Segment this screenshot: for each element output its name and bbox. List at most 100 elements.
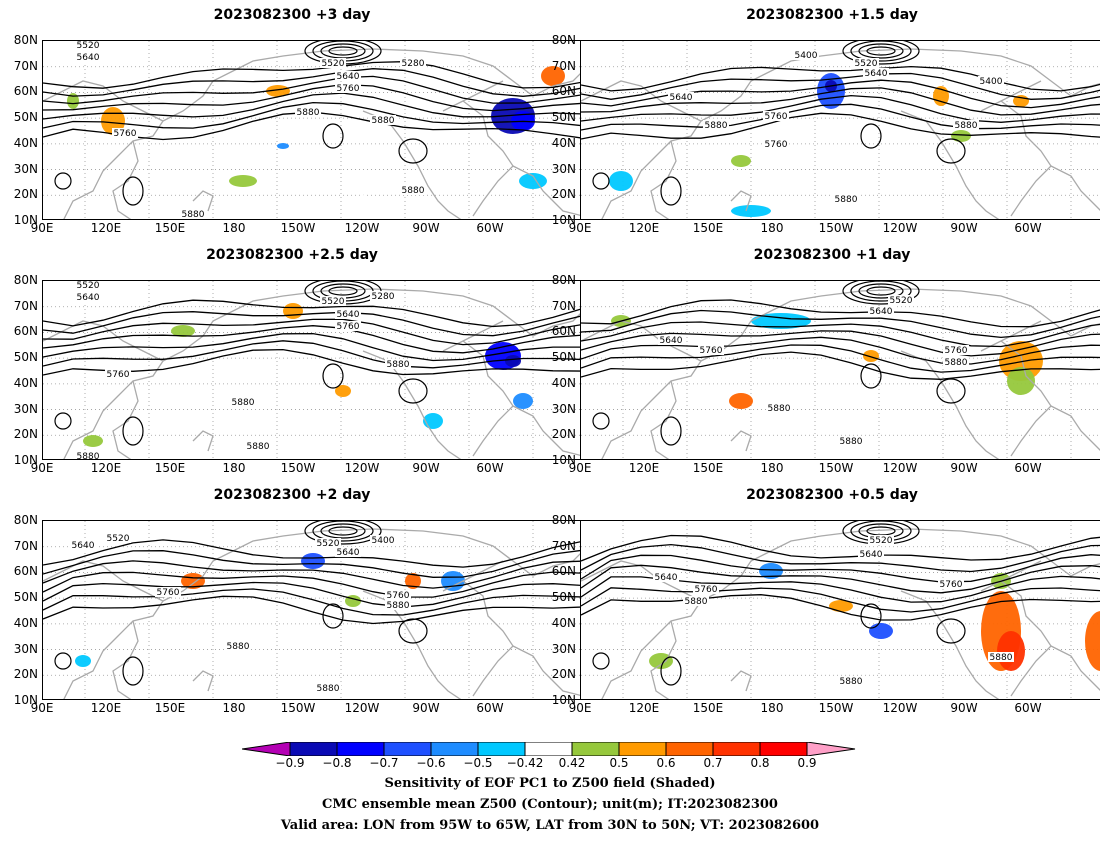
contour-label-bg: [75, 52, 101, 62]
lon-tick-label: 90E: [30, 221, 54, 235]
contour-label: 5520: [107, 534, 130, 544]
contour-label: 5880: [685, 597, 708, 607]
coastline: [1050, 405, 1100, 451]
sensitivity-shade: [513, 393, 533, 409]
lon-tick-label: 60W: [476, 221, 504, 235]
contour-label: 5880: [945, 358, 968, 368]
z500-contour: [581, 309, 1100, 339]
lon-tick-label: 90E: [568, 461, 592, 475]
z500-contour: [581, 543, 1100, 573]
colorbar-tick-label: 0.7: [703, 756, 723, 770]
map-panel: 5520 5640 5640 5760 5760 5880 5880 5880: [580, 280, 1100, 460]
contour-label: 5760: [387, 591, 410, 601]
lon-tick-label: 120E: [628, 221, 660, 235]
lon-tick-label: 120W: [344, 221, 380, 235]
contour-label: 5280: [372, 292, 395, 302]
lon-tick-label: 120E: [90, 221, 122, 235]
contour-label-bg: [105, 369, 131, 379]
coastline: [650, 380, 677, 459]
contour-label-bg: [693, 584, 719, 594]
z500-contour: [398, 138, 428, 164]
z500-contour: [43, 75, 581, 105]
lat-tick-label: 20N: [13, 187, 38, 202]
contour-label-bg: [70, 540, 96, 550]
contour-label: 5520: [322, 59, 345, 69]
lat-tick-label: 20N: [551, 667, 576, 682]
lat-tick-label: 50N: [13, 350, 38, 365]
contour-label-bg: [698, 345, 724, 355]
coastline: [900, 590, 1000, 699]
lon-tick-label: 120E: [628, 461, 660, 475]
contour-label-bg: [75, 292, 101, 302]
contour-label: 5880: [227, 642, 250, 652]
z500-contour: [322, 363, 344, 389]
lat-tick-label: 10N: [13, 453, 38, 467]
contour-label: 5760: [765, 112, 788, 122]
colorbar-segment: [430, 742, 479, 756]
lat-tick-label: 10N: [551, 213, 576, 227]
lon-tick-label: 150E: [154, 701, 186, 715]
sensitivity-shade: [997, 631, 1025, 671]
lon-tick-label: 180: [222, 701, 246, 715]
z500-contour: [858, 283, 904, 299]
lat-tick-label: 70N: [13, 298, 38, 313]
contour-label: 5520: [855, 59, 878, 69]
z500-contour: [312, 521, 374, 542]
map-canvas: 5520 5640 5520 5280 5640 5760 5760 5880 5880 5880…: [43, 281, 581, 459]
lon-tick-label: 90W: [950, 221, 978, 235]
z500-contour: [592, 652, 610, 670]
z500-contour: [122, 416, 144, 446]
coastline: [730, 430, 752, 452]
lon-tick-label: 180: [760, 221, 784, 235]
lon-tick-label: 120E: [628, 701, 660, 715]
sensitivity-shade: [75, 655, 91, 667]
map-canvas: 5520 5640 5640 5760 5880 5760 5880 5880: [581, 521, 1100, 699]
z500-contour: [860, 123, 882, 149]
contour-label-bg: [653, 572, 679, 582]
z500-contour: [581, 336, 1100, 365]
caption-line-2: CMC ensemble mean Z500 (Contour); unit(m…: [322, 797, 778, 812]
sensitivity-shade: [1085, 611, 1100, 671]
z500-contour: [320, 523, 366, 539]
contour-label: 5640: [77, 53, 100, 63]
colorbar-tick-label: 0.6: [656, 756, 676, 770]
z500-contour: [592, 172, 610, 190]
lat-tick-label: 80N: [551, 273, 576, 287]
lat-tick-label: 50N: [13, 590, 38, 605]
contour-label: 5640: [865, 69, 888, 79]
coastline: [900, 110, 1000, 219]
lat-tick-label: 70N: [13, 58, 38, 73]
z500-contour: [592, 412, 610, 430]
contour-label: 5880: [247, 442, 270, 452]
colorbar-segment: [759, 742, 808, 756]
z500-contour: [43, 318, 581, 346]
coastline: [1000, 100, 1052, 217]
lat-tick-label: 10N: [13, 693, 38, 707]
coastline: [650, 140, 677, 219]
colorbar-tick-label: −0.9: [275, 756, 305, 770]
contour-label-bg: [112, 128, 138, 138]
z500-contour: [43, 92, 581, 120]
z500-contour: [398, 618, 428, 644]
contour-label-bg: [763, 111, 789, 121]
lon-tick-label: 150W: [818, 461, 854, 475]
sensitivity-shade: [519, 173, 547, 189]
z500-contour: [322, 123, 344, 149]
lat-tick-label: 10N: [13, 213, 38, 227]
z500-contour: [54, 412, 72, 430]
contour-label: 5640: [655, 573, 678, 583]
contour-label-bg: [703, 120, 729, 130]
contour-label-bg: [793, 50, 819, 60]
z500-contour: [660, 656, 682, 686]
lat-tick-label: 80N: [551, 513, 576, 527]
contour-label: 5880: [182, 210, 205, 220]
coastline: [730, 190, 752, 212]
lat-tick-label: 40N: [551, 615, 576, 630]
contour-label: 5880: [372, 116, 395, 126]
colorbar-segment: [383, 742, 432, 756]
sensitivity-shade: [335, 385, 351, 397]
contour-label: 5520: [322, 297, 345, 307]
panel-title: 2023082300 +1 day: [753, 247, 911, 263]
lon-tick-label: 90E: [30, 461, 54, 475]
